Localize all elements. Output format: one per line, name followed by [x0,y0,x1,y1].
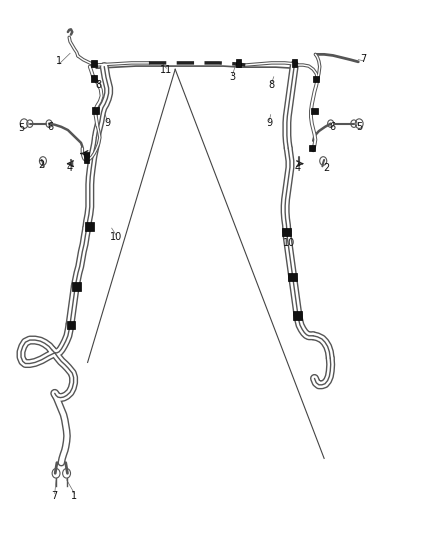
Text: 1: 1 [56,56,62,66]
Text: 1: 1 [71,491,78,500]
Text: 5: 5 [18,123,24,133]
Text: 3: 3 [229,72,235,82]
Bar [282,228,291,236]
Text: 8: 8 [268,80,275,90]
Bar [293,311,302,320]
Bar [236,59,241,67]
Text: 6: 6 [329,122,335,132]
Text: 10: 10 [110,232,122,242]
Bar [67,321,75,329]
Text: 7: 7 [52,491,58,500]
Bar [313,76,319,82]
Text: 2: 2 [323,163,329,173]
Text: 7: 7 [360,54,367,63]
Text: 11: 11 [160,66,173,75]
Text: 4: 4 [295,163,301,173]
Bar [84,152,89,163]
Text: 9: 9 [104,118,110,127]
Text: 8: 8 [95,80,102,90]
Bar [92,107,99,114]
Text: 10: 10 [283,238,295,247]
Text: 2: 2 [39,160,45,170]
Bar [288,273,297,281]
Text: 6: 6 [47,122,53,132]
Bar [72,282,81,291]
Bar [292,59,297,67]
Bar [91,60,97,67]
Bar [91,75,97,82]
Bar [85,222,94,231]
Bar [311,108,318,114]
Text: 9: 9 [266,118,272,127]
Text: 4: 4 [67,163,73,173]
Bar [309,145,315,151]
Text: 5: 5 [356,122,362,132]
